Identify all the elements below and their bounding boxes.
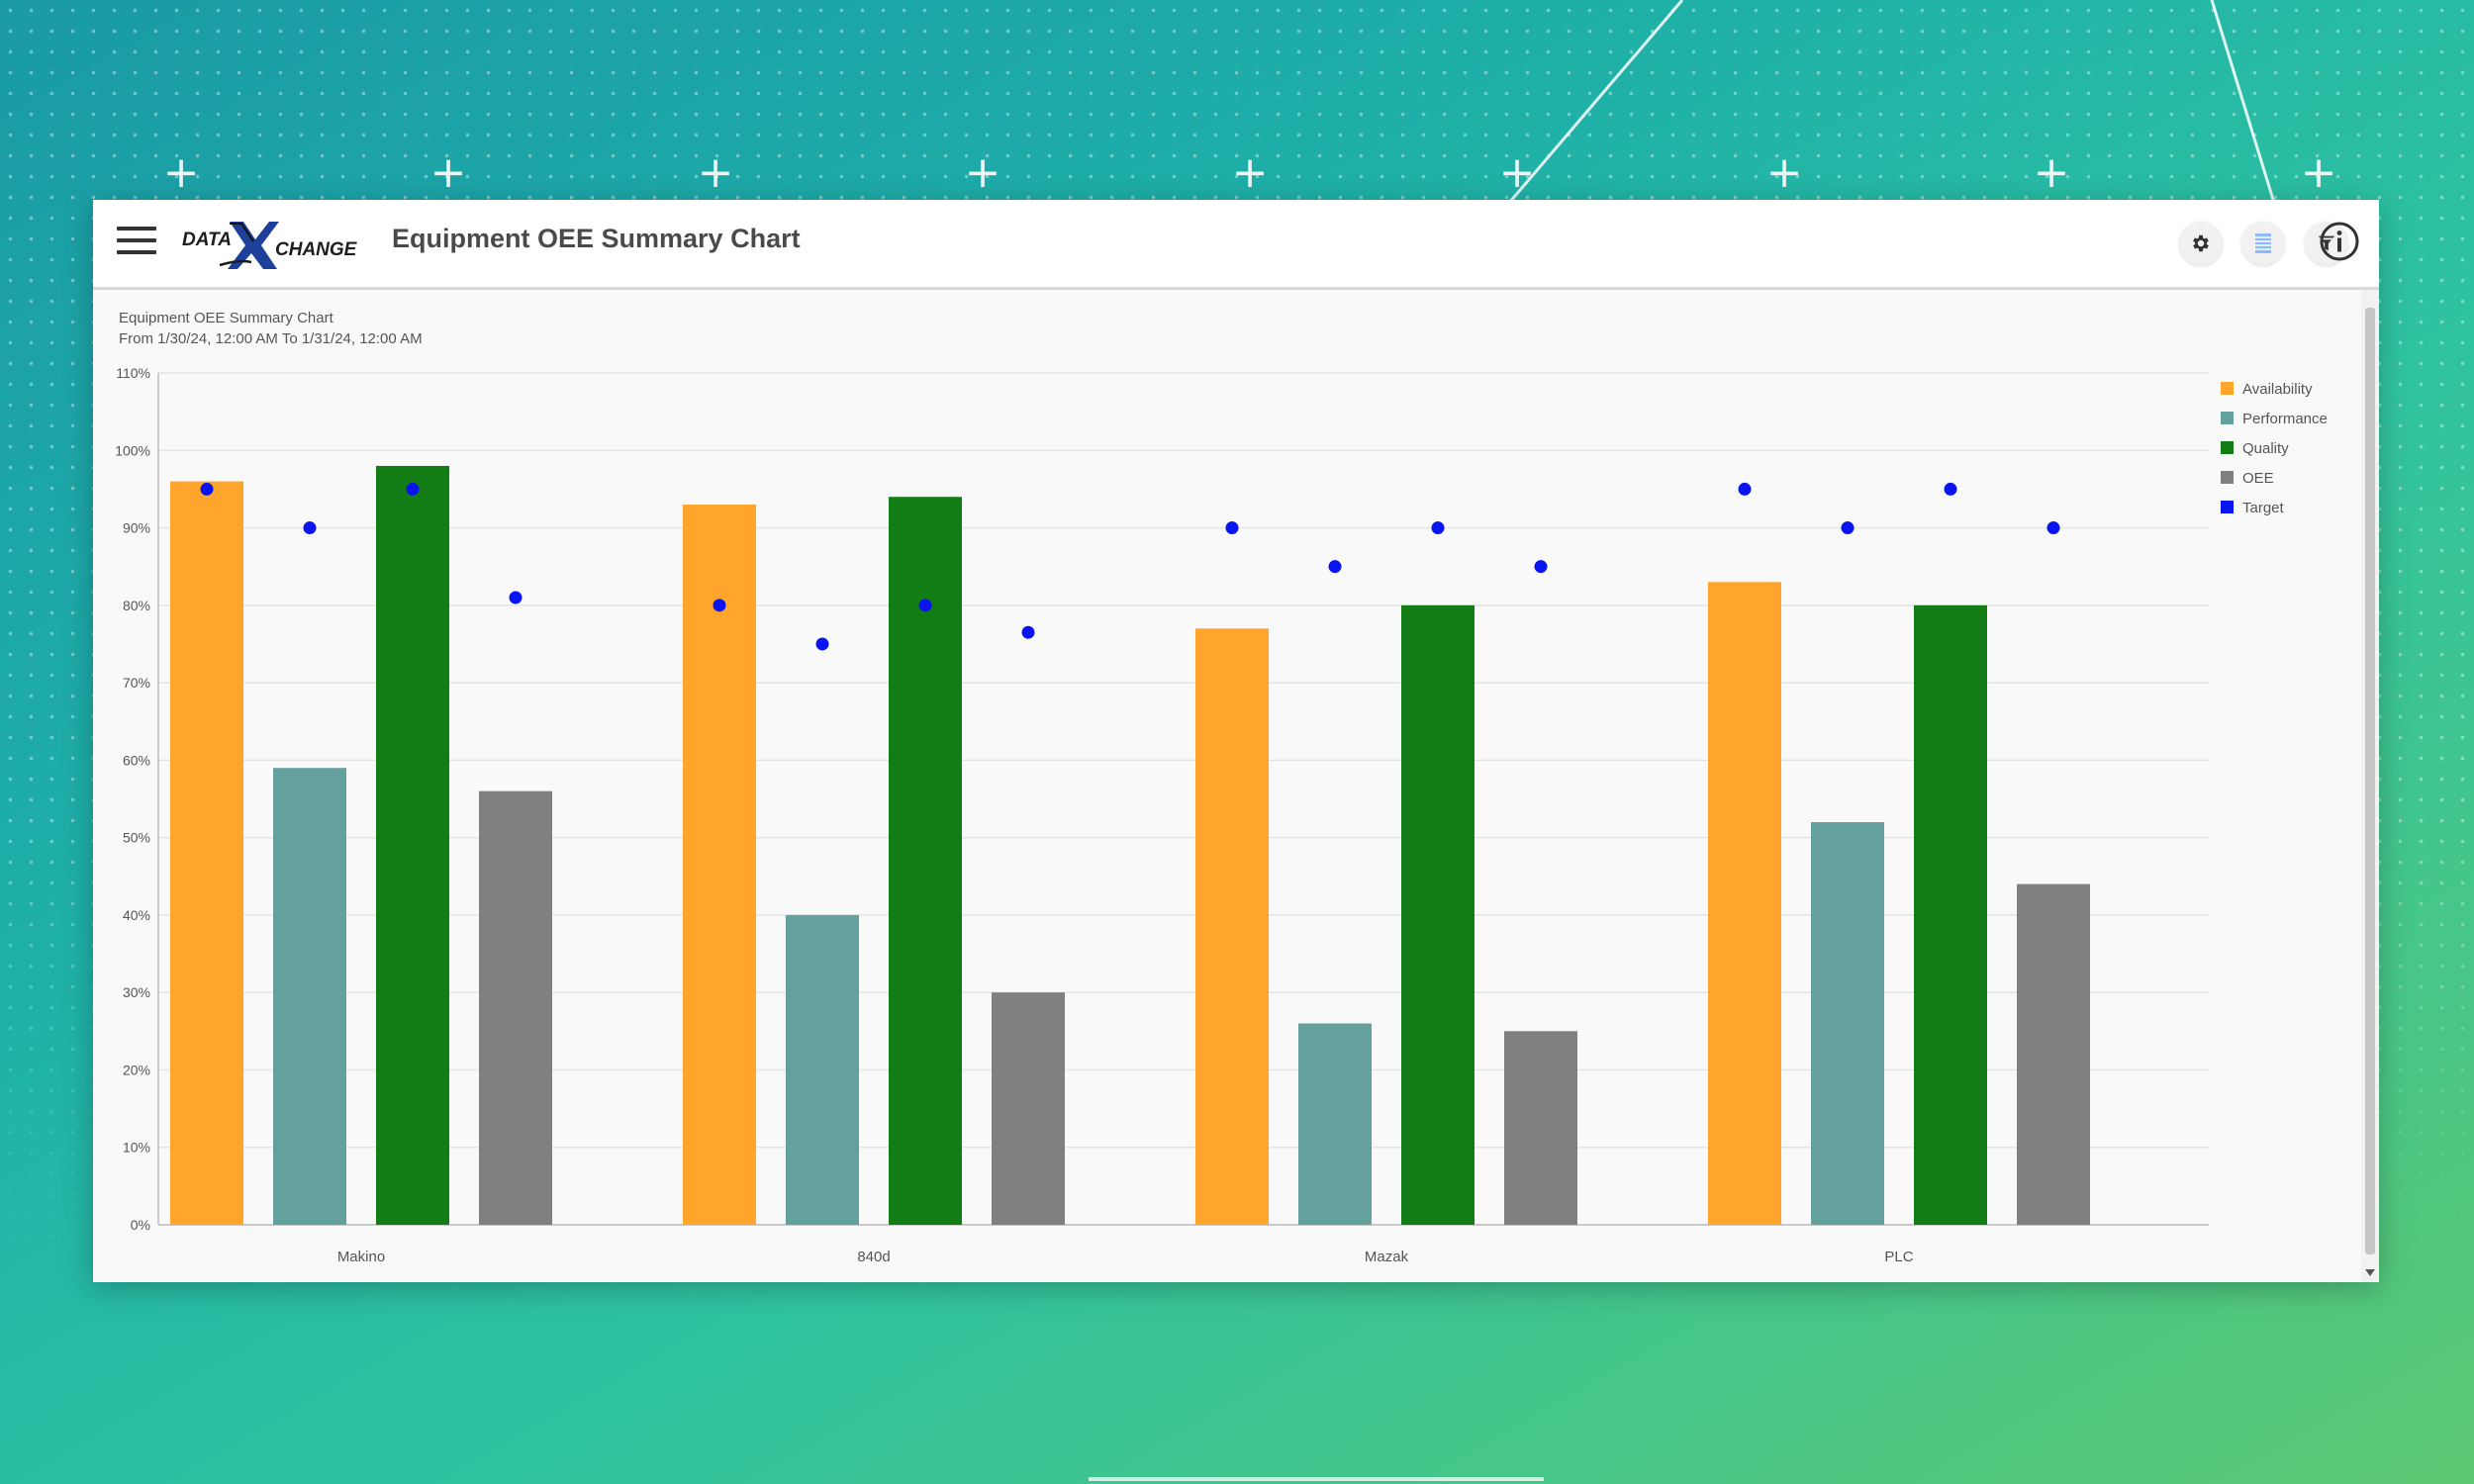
- bar-performance-plc: [1811, 821, 1884, 1225]
- target-point-mazak: [1534, 560, 1548, 574]
- page-title: Equipment OEE Summary Chart: [392, 224, 801, 253]
- data-view-button[interactable]: [2241, 222, 2285, 265]
- target-point-makino: [303, 521, 317, 535]
- bar-quality-840d: [889, 497, 962, 1226]
- y-tick-label: 100%: [115, 442, 150, 458]
- chart-title: Equipment OEE Summary Chart: [119, 310, 333, 326]
- bar-oee-plc: [2017, 883, 2090, 1225]
- target-point-840d: [815, 637, 829, 651]
- chart-panel: Equipment OEE Summary Chart From 1/30/24…: [93, 290, 2361, 1282]
- menu-icon[interactable]: [117, 227, 156, 258]
- legend-swatch-oee: [2221, 471, 2234, 484]
- y-tick-label: 20%: [123, 1062, 150, 1077]
- y-tick-label: 50%: [123, 830, 150, 846]
- target-point-840d: [918, 599, 932, 612]
- settings-button[interactable]: [2179, 222, 2223, 265]
- scroll-down-arrow[interactable]: [2365, 1269, 2375, 1276]
- bar-availability-840d: [683, 505, 756, 1226]
- target-point-plc: [2046, 521, 2060, 535]
- legend-label: Quality: [2242, 440, 2289, 457]
- bar-performance-mazak: [1298, 1023, 1372, 1225]
- target-point-makino: [509, 591, 523, 604]
- oee-bar-chart: 0% 10% 20% 30% 40% 50% 60% 70% 80% 90% 100% 110% Mak…: [115, 365, 2328, 1265]
- target-point-840d: [713, 599, 726, 612]
- x-tick-label: Mazak: [1365, 1249, 1409, 1265]
- bar-oee-makino: [479, 790, 552, 1225]
- dataxchange-logo: DATA CHANGE: [182, 222, 358, 269]
- app-window: DATA CHANGE Equipment OEE Summary Chart: [93, 200, 2379, 1282]
- target-point-plc: [1944, 482, 1957, 496]
- bar-availability-makino: [170, 481, 243, 1226]
- scrollbar-thumb[interactable]: [2365, 308, 2375, 1254]
- legend-swatch-availability: [2221, 382, 2234, 395]
- bar-performance-makino: [273, 768, 346, 1225]
- bar-performance-840d: [786, 914, 859, 1225]
- target-point-makino: [406, 482, 420, 496]
- y-tick-label: 60%: [123, 752, 150, 768]
- bar-quality-makino: [376, 465, 449, 1226]
- target-point-plc: [1841, 521, 1855, 535]
- vertical-scrollbar[interactable]: [2361, 290, 2379, 1282]
- bar-oee-mazak: [1504, 1031, 1577, 1225]
- gear-icon: [2193, 234, 2209, 252]
- svg-text:CHANGE: CHANGE: [275, 239, 358, 260]
- x-tick-label: 840d: [857, 1249, 890, 1265]
- legend-swatch-quality: [2221, 441, 2234, 454]
- legend-label: Target: [2242, 500, 2285, 516]
- y-tick-label: 0%: [131, 1217, 150, 1233]
- y-tick-label: 80%: [123, 598, 150, 613]
- legend-label: Performance: [2242, 411, 2328, 427]
- background-plus-row: + + + + + + + + +: [162, 147, 2337, 198]
- legend-swatch-performance: [2221, 412, 2234, 424]
- chart-subtitle: From 1/30/24, 12:00 AM To 1/31/24, 12:00…: [119, 330, 423, 347]
- y-tick-label: 110%: [116, 365, 150, 381]
- table-icon: [2255, 233, 2271, 253]
- y-tick-label: 10%: [123, 1140, 150, 1156]
- x-tick-label: PLC: [1884, 1249, 1913, 1265]
- target-point-mazak: [1431, 521, 1445, 535]
- legend-label: Availability: [2242, 381, 2313, 398]
- y-tick-label: 30%: [123, 984, 150, 1000]
- target-point-mazak: [1328, 560, 1342, 574]
- legend-swatch-target: [2221, 501, 2234, 513]
- target-point-makino: [200, 482, 214, 496]
- bar-quality-mazak: [1401, 604, 1475, 1225]
- y-tick-label: 90%: [123, 520, 150, 536]
- bar-availability-mazak: [1195, 628, 1269, 1225]
- target-point-plc: [1738, 482, 1752, 496]
- bar-quality-plc: [1914, 604, 1987, 1225]
- legend-label: OEE: [2242, 470, 2274, 487]
- svg-text:DATA: DATA: [182, 230, 232, 250]
- bar-availability-plc: [1708, 582, 1781, 1225]
- x-tick-label: Makino: [337, 1249, 385, 1265]
- target-point-mazak: [1225, 521, 1239, 535]
- y-tick-label: 70%: [123, 675, 150, 691]
- y-tick-label: 40%: [123, 907, 150, 923]
- target-point-840d: [1021, 625, 1035, 639]
- info-icon[interactable]: [2318, 220, 2361, 263]
- app-header: DATA CHANGE Equipment OEE Summary Chart: [93, 200, 2379, 290]
- bar-oee-840d: [992, 992, 1065, 1225]
